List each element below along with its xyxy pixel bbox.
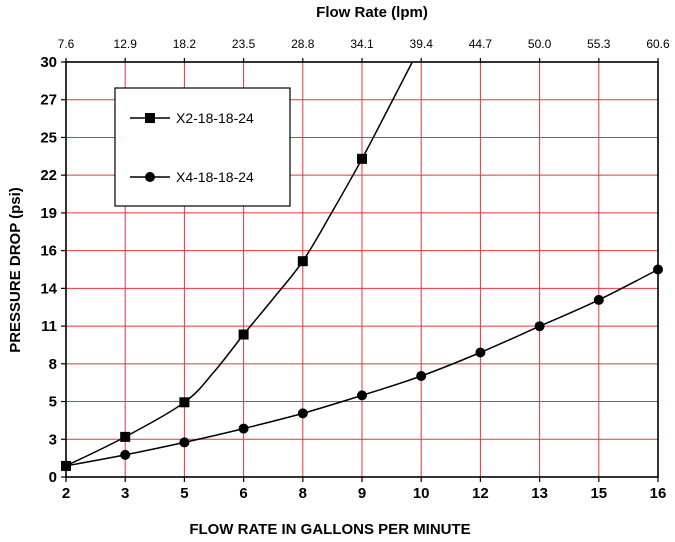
x-tick-label: 13 [531,485,548,502]
y-tick-label: 11 [41,318,57,335]
axes: 2 3 5 6 8 9 10 12 13 15 16 7.6 12.9 18.2 23.5 28.8 34.1 3… [40,37,670,502]
top-tick-label: 28.8 [291,37,315,51]
x-tick-label: 16 [650,485,667,502]
y-tick-label: 27 [40,92,57,109]
top-tick-label: 18.2 [173,37,197,51]
top-tick-label: 7.6 [58,37,75,51]
x-tick-label: 2 [62,485,70,502]
top-tick-label: 55.3 [587,37,611,51]
top-tick-label: 23.5 [232,37,256,51]
x-tick-label: 5 [180,485,188,502]
series-1-marker-square [297,256,308,267]
y-tick-label: 16 [40,243,57,260]
x-tick-label: 12 [472,485,489,502]
legend-label-series-1: X2-18-18-24 [176,110,254,126]
series-2-marker-circle [297,408,308,419]
y-tick-label: 8 [49,356,57,373]
legend-box [114,87,291,207]
x-tick-label: 6 [239,485,247,502]
x-tick-label: 15 [590,485,607,502]
series-1-marker-square [120,431,131,442]
x-tick-label: 9 [358,485,366,502]
series-2-marker-circle [653,264,663,275]
y-tick-label: 19 [40,205,57,222]
series-2-marker-circle [120,449,131,460]
y-tick-label: 5 [49,394,57,411]
series-2-marker-circle [61,460,71,471]
series-layer [61,61,663,471]
top-tick-label: 12.9 [114,37,138,51]
y-tick-label: 22 [40,167,57,184]
series-1-line [65,61,413,467]
y-axis-title: PRESSURE DROP (psi) [7,187,24,353]
x-tick-label: 10 [413,485,430,502]
top-tick-label: 50.0 [528,37,552,51]
x-tick-label: 3 [121,485,129,502]
x-axis-title: FLOW RATE IN GALLONS PER MINUTE [189,521,470,538]
top-axis-title: Flow Rate (lpm) [316,4,428,21]
y-tick-label: 0 [49,469,57,486]
grid [66,62,658,477]
legend-marker-square [145,113,155,123]
series-2-marker-circle [357,390,367,401]
legend-marker-circle [145,172,155,182]
top-tick-label: 39.4 [410,37,434,51]
series-2-marker-circle [475,347,486,358]
series-2-marker-circle [238,423,249,434]
legend: X2-18-18-24 X4-18-18-24 [114,87,291,207]
legend-label-series-2: X4-18-18-24 [176,169,254,185]
series-1-marker-square [238,329,249,340]
series-1-marker-square [179,397,190,408]
top-tick-label: 44.7 [469,37,493,51]
series-2-marker-circle [416,371,427,382]
series-2-marker-circle [534,321,545,332]
series-1-marker-square [357,153,367,164]
top-tick-label: 34.1 [350,37,374,51]
y-tick-label: 14 [40,280,57,297]
x-tick-label: 8 [299,485,307,502]
y-tick-label: 3 [49,431,57,448]
series-2-marker-circle [593,294,604,305]
top-tick-label: 60.6 [646,37,670,51]
y-tick-label: 30 [40,54,57,71]
series-2-marker-circle [179,437,190,448]
y-tick-label: 25 [40,129,57,146]
